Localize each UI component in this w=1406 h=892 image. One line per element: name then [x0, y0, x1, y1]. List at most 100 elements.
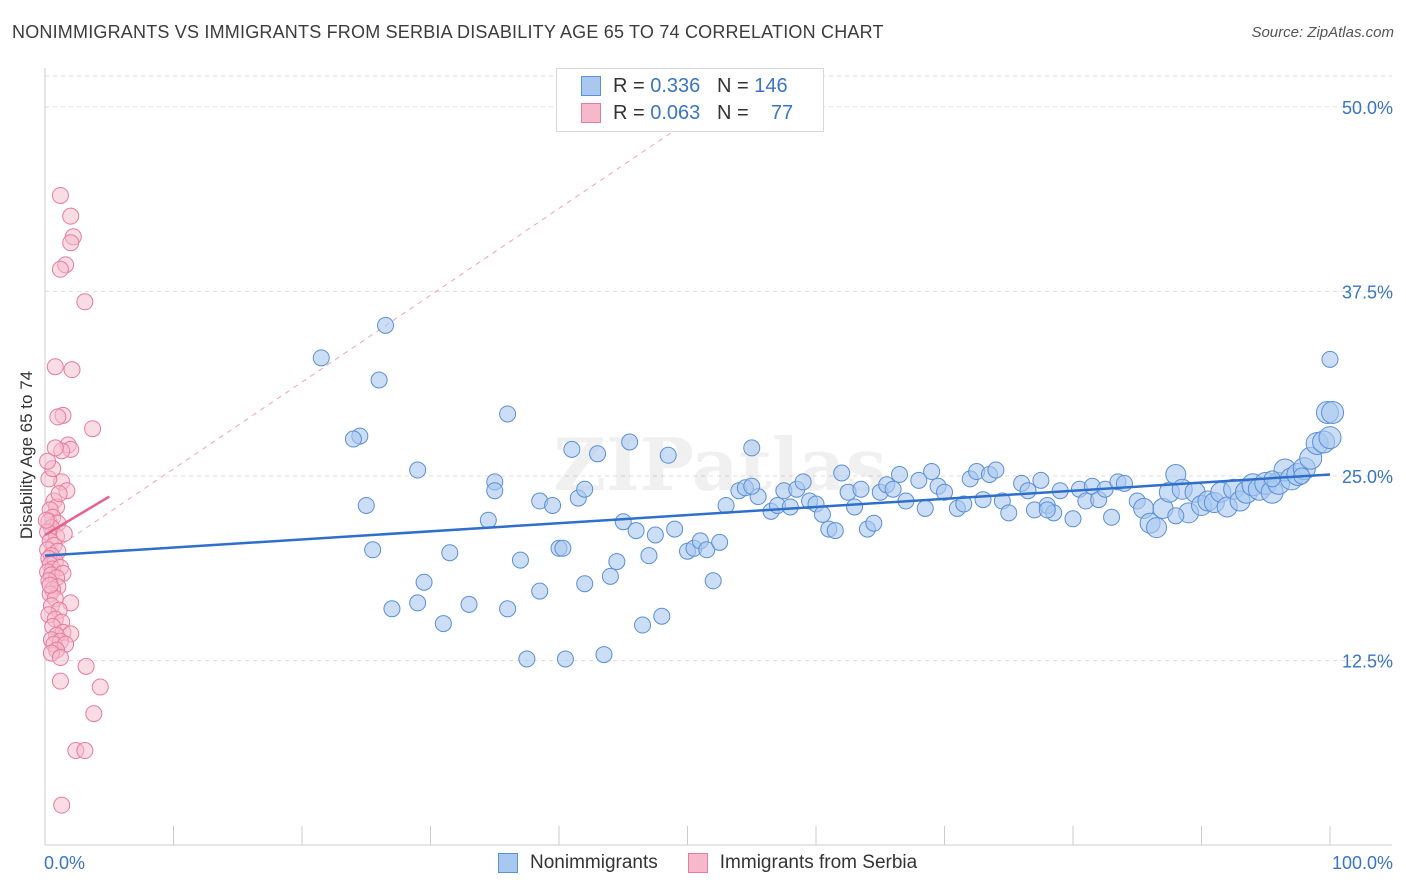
- nonimmigrant-point: [974, 491, 992, 509]
- pink-swatch: [687, 853, 708, 873]
- nonimmigrant-point: [698, 541, 716, 559]
- legend-label: Immigrants from Serbia: [719, 852, 918, 873]
- legend-item-immigrants: Immigrants from Serbia: [687, 852, 918, 874]
- nonimmigrant-point: [781, 498, 799, 516]
- nonimmigrant-point: [1321, 350, 1339, 368]
- nonimmigrant-point: [344, 430, 362, 448]
- r-value: 0.336: [650, 74, 701, 97]
- nonimmigrant-point: [1019, 482, 1037, 500]
- immigrant-serbia-point: [77, 657, 95, 675]
- nonimmigrant-point: [833, 464, 851, 482]
- nonimmigrant-point: [556, 650, 574, 668]
- tick-labels: 12.5% 25.0% 37.5% 50.0% 0.0% 100.0%: [44, 98, 1393, 873]
- nonimmigrant-point: [743, 439, 761, 457]
- immigrant-serbia-point: [76, 742, 94, 760]
- nonimmigrant-point: [666, 520, 684, 538]
- n-value: 146: [754, 74, 788, 97]
- nonimmigrant-point: [499, 600, 517, 618]
- nonimmigrant-point: [312, 349, 330, 367]
- immigrant-serbia-point: [46, 358, 64, 376]
- nonimmigrant-point: [554, 539, 572, 557]
- nonimmigrant-point: [601, 567, 619, 585]
- immigrant-serbia-point: [62, 234, 80, 252]
- blue-swatch: [498, 853, 518, 873]
- r-label: R =: [613, 101, 645, 124]
- legend-row-nonimmigrants: R = 0.336 N = 146: [581, 74, 788, 98]
- grid-layer: [45, 75, 1392, 661]
- n-label: N =: [716, 74, 749, 97]
- nonimmigrant-point: [377, 316, 395, 334]
- nonimmigrant-point: [621, 433, 639, 451]
- nonimmigrant-point: [460, 595, 478, 613]
- nonimmigrant-point: [646, 526, 664, 544]
- nonimmigrant-point: [923, 463, 941, 481]
- blue-swatch: [581, 76, 601, 96]
- immigrants-serbia-points: [37, 186, 109, 814]
- nonimmigrant-point: [910, 471, 928, 489]
- immigrant-serbia-point: [53, 796, 71, 814]
- immigrant-serbia-point: [84, 420, 102, 438]
- r-value: 0.063: [650, 101, 701, 124]
- nonimmigrant-point: [409, 594, 427, 612]
- nonimmigrant-point: [357, 496, 375, 514]
- nonimmigrants-trend-line: [44, 473, 1331, 557]
- nonimmigrant-point: [518, 650, 536, 668]
- immigrant-serbia-point: [51, 260, 69, 278]
- x-tick-label: 100.0%: [1332, 853, 1393, 873]
- nonimmigrant-point: [608, 553, 626, 571]
- nonimmigrant-point: [486, 482, 504, 500]
- legend-item-nonimmigrants: Nonimmigrants: [498, 852, 658, 874]
- immigrant-serbia-point: [49, 408, 67, 426]
- nonimmigrant-point: [441, 544, 459, 562]
- immigrant-serbia-point: [76, 293, 94, 311]
- nonimmigrant-point: [434, 615, 452, 633]
- immigrants-trend-line: [44, 495, 110, 537]
- n-label: N =: [716, 101, 749, 124]
- nonimmigrant-point: [1146, 517, 1168, 539]
- blue-trend-layer: [44, 473, 1331, 557]
- immigrant-serbia-point: [41, 576, 59, 594]
- immigrant-serbia-point: [51, 186, 69, 204]
- nonimmigrant-point: [794, 473, 812, 491]
- nonimmigrant-point: [409, 461, 427, 479]
- nonimmigrant-point: [576, 480, 594, 498]
- immigrant-serbia-point: [46, 439, 64, 457]
- immigrant-serbia-point: [39, 452, 57, 470]
- nonimmigrant-point: [711, 533, 729, 551]
- nonimmigrant-point: [499, 405, 517, 423]
- nonimmigrant-point: [531, 582, 549, 600]
- nonimmigrant-point: [813, 505, 831, 523]
- nonimmigrant-point: [576, 575, 594, 593]
- nonimmigrant-point: [595, 646, 613, 664]
- watermark: ZIPatlas: [554, 422, 887, 507]
- nonimmigrant-point: [1103, 508, 1121, 526]
- y-tick-label: 37.5%: [1342, 282, 1393, 302]
- immigrant-serbia-point: [37, 511, 55, 529]
- nonimmigrant-point: [1038, 501, 1056, 519]
- pink-swatch: [581, 103, 601, 123]
- nonimmigrant-point: [743, 477, 761, 495]
- y-tick-label: 50.0%: [1342, 98, 1393, 118]
- nonimmigrant-point: [1064, 510, 1082, 528]
- immigrant-serbia-point: [51, 672, 69, 690]
- nonimmigrant-point: [826, 522, 844, 540]
- y-axis-label: Disability Age 65 to 74: [17, 371, 36, 539]
- nonimmigrant-point: [370, 371, 388, 389]
- nonimmigrant-point: [563, 440, 581, 458]
- nonimmigrants-points: [312, 316, 1345, 668]
- nonimmigrant-point: [589, 445, 607, 463]
- nonimmigrant-point: [1000, 504, 1018, 522]
- r-label: R =: [613, 74, 645, 97]
- y-tick-label: 12.5%: [1342, 651, 1393, 671]
- nonimmigrant-point: [891, 465, 909, 483]
- immigrant-serbia-point: [55, 525, 73, 543]
- nonimmigrant-point: [364, 541, 382, 559]
- nonimmigrant-point: [1167, 507, 1185, 525]
- immigrant-serbia-point: [50, 485, 68, 503]
- nonimmigrant-point: [987, 461, 1005, 479]
- nonimmigrant-point: [634, 616, 652, 634]
- nonimmigrant-point: [936, 483, 953, 501]
- immigrant-serbia-point: [62, 207, 80, 225]
- nonimmigrant-point: [852, 480, 870, 498]
